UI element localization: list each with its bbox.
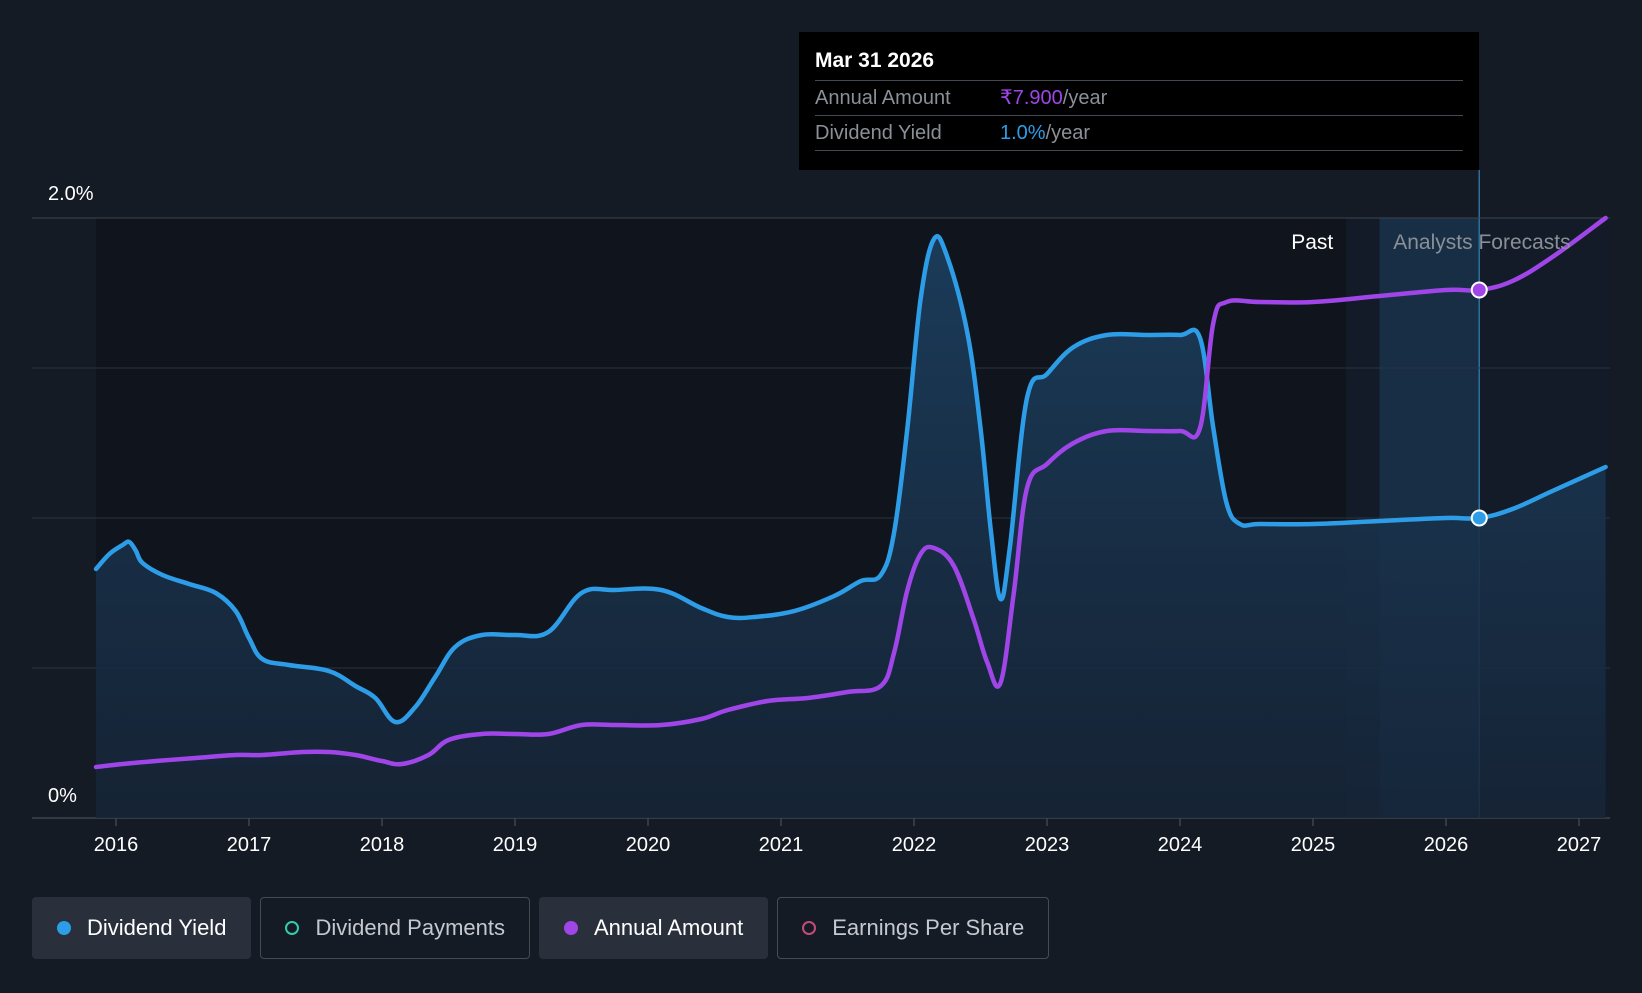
x-tick-label: 2025 bbox=[1291, 834, 1336, 856]
dividend-yield-marker bbox=[1470, 509, 1488, 527]
x-tick-label: 2020 bbox=[626, 834, 671, 856]
x-tick-label: 2023 bbox=[1025, 834, 1070, 856]
x-tick-label: 2016 bbox=[94, 834, 139, 856]
x-tick-label: 2027 bbox=[1557, 834, 1602, 856]
past-region-label: Past bbox=[1291, 231, 1333, 254]
legend-earnings-per-share[interactable]: Earnings Per Share bbox=[777, 897, 1050, 959]
hover-tooltip: Mar 31 2026 Annual Amount ₹7.900 /year D… bbox=[799, 32, 1479, 170]
legend-dividend-payments-dot bbox=[285, 921, 300, 935]
legend-dividend-yield-dot bbox=[57, 921, 71, 935]
legend-dividend-yield[interactable]: Dividend Yield bbox=[32, 897, 252, 959]
series-layer bbox=[93, 215, 1608, 819]
chart-legend: Dividend Yield Dividend Payments Annual … bbox=[32, 897, 1050, 959]
legend-earnings-per-share-dot bbox=[802, 921, 817, 935]
forecast-region-label: Analysts Forecasts bbox=[1393, 231, 1570, 254]
x-tick-label: 2026 bbox=[1424, 834, 1469, 856]
x-tick-label: 2024 bbox=[1158, 834, 1203, 856]
legend-earnings-per-share-label: Earnings Per Share bbox=[832, 915, 1025, 940]
labels-layer: 2.0% 0% 2016 2017 2018 2019 2020 2021 2022 2023 20… bbox=[48, 183, 1601, 856]
annual-amount-line bbox=[93, 215, 1608, 770]
legend-annual-amount-dot bbox=[563, 921, 578, 935]
tooltip-yield-label: Dividend Yield bbox=[815, 122, 942, 144]
x-tick-label: 2018 bbox=[360, 834, 405, 856]
legend-annual-amount-label: Annual Amount bbox=[593, 915, 744, 940]
y-tick-label-bottom: 0% bbox=[48, 785, 77, 807]
x-tick-label: 2022 bbox=[892, 834, 937, 856]
legend-dividend-payments-label: Dividend Payments bbox=[315, 915, 505, 940]
tooltip-yield-row: Dividend Yield 1.0% /year bbox=[815, 116, 1463, 151]
tooltip-annual-value: ₹7.900 bbox=[1000, 87, 1063, 109]
legend-annual-amount[interactable]: Annual Amount bbox=[538, 897, 769, 959]
annual-amount-marker bbox=[1470, 281, 1488, 299]
tooltip-yield-unit: /year bbox=[1045, 122, 1091, 144]
tooltip-annual-row: Annual Amount ₹7.900 /year bbox=[815, 81, 1463, 116]
tooltip-date: Mar 31 2026 bbox=[815, 46, 1463, 81]
x-tick-label: 2019 bbox=[493, 834, 538, 856]
legend-dividend-payments[interactable]: Dividend Payments bbox=[260, 897, 530, 959]
x-tick-label: 2017 bbox=[227, 834, 272, 856]
y-tick-label-top: 2.0% bbox=[48, 183, 94, 205]
tooltip-annual-label: Annual Amount bbox=[815, 87, 951, 109]
x-tick-label: 2021 bbox=[759, 834, 804, 856]
tooltip-annual-unit: /year bbox=[1062, 87, 1108, 109]
dividend-yield-line bbox=[93, 234, 1608, 725]
legend-dividend-yield-label: Dividend Yield bbox=[87, 915, 227, 940]
tooltip-yield-value: 1.0% bbox=[1000, 122, 1046, 144]
dividend-yield-area bbox=[96, 236, 1606, 819]
